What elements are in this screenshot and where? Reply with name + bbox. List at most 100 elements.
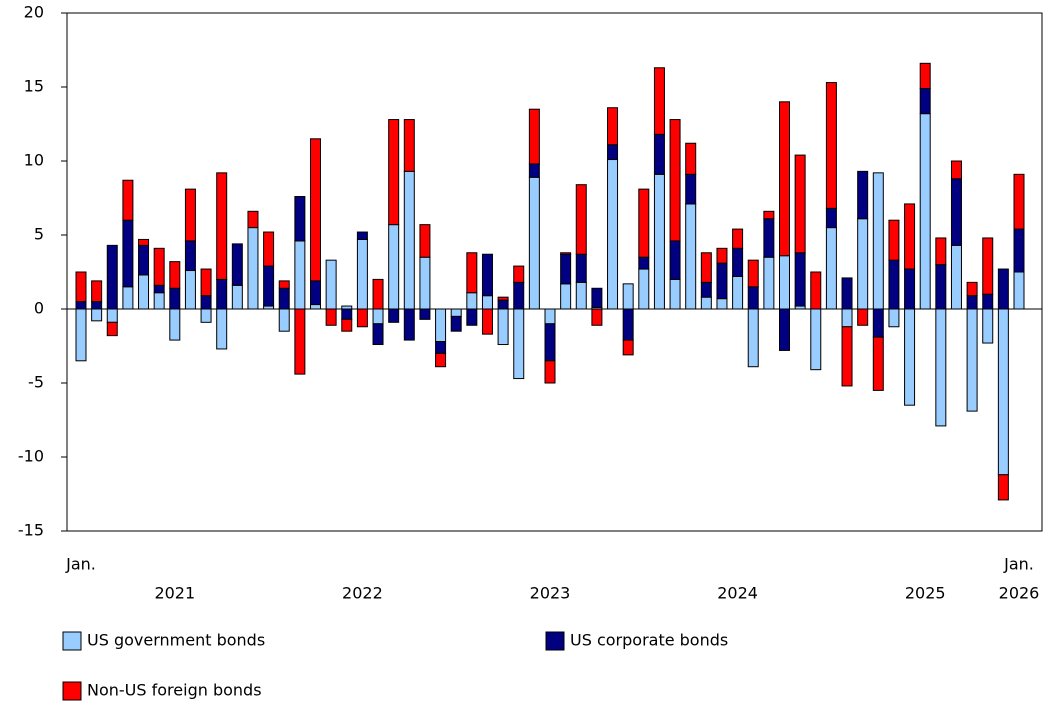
- bar-segment: [513, 265, 525, 283]
- bar-segment: [888, 259, 900, 310]
- bar-segment: [904, 203, 916, 270]
- bar-segment: [528, 176, 540, 310]
- bar-segment: [184, 240, 196, 272]
- bar-segment: [75, 271, 87, 303]
- bar-segment: [325, 308, 337, 326]
- bar-segment: [857, 308, 869, 326]
- bar-segment: [607, 107, 619, 146]
- bar-segment: [997, 308, 1009, 476]
- bar-segment: [919, 113, 931, 310]
- bar-segment: [435, 308, 447, 343]
- bar-segment: [497, 308, 509, 346]
- bar-segment: [75, 308, 87, 362]
- bar-segment: [935, 264, 947, 310]
- y-tick-label: 0: [34, 299, 44, 318]
- x-tick-label: Jan.: [1003, 555, 1034, 574]
- bar-segment: [419, 224, 431, 258]
- bar-segment: [966, 295, 978, 310]
- bar-segment: [544, 323, 556, 362]
- bar-segment: [122, 179, 134, 221]
- y-tick-label: -5: [28, 373, 44, 392]
- bar-segment: [106, 321, 118, 337]
- bar-segment: [966, 281, 978, 297]
- bar-segment: [997, 474, 1009, 501]
- x-year-label: 2024: [717, 584, 758, 603]
- bar-segment: [91, 301, 103, 310]
- bar-segment: [310, 280, 321, 306]
- bar-segment: [669, 278, 681, 310]
- bar-segment: [481, 295, 493, 310]
- bar-segment: [825, 207, 837, 229]
- bar-segment: [388, 224, 400, 310]
- y-tick-label: 5: [34, 225, 44, 244]
- bar-segment: [825, 227, 837, 310]
- bar-segment: [638, 268, 650, 310]
- bar-segment: [184, 188, 196, 242]
- y-tick-label: 10: [24, 151, 44, 170]
- bar-segment: [622, 339, 634, 356]
- bar-segment: [732, 247, 744, 277]
- bar-segment: [700, 252, 712, 283]
- bar-segment: [1013, 228, 1025, 273]
- bar-segment: [779, 308, 790, 351]
- bar-segment: [138, 244, 150, 276]
- bar-segment: [810, 271, 822, 310]
- bar-segment: [106, 308, 118, 323]
- bar-segment: [685, 203, 697, 310]
- y-tick-label: 15: [24, 77, 44, 96]
- bar-segment: [169, 308, 181, 341]
- bar-segment: [997, 268, 1009, 310]
- bar-segment: [435, 352, 447, 368]
- bar-segment: [794, 154, 806, 254]
- bar-segment: [294, 196, 306, 242]
- bar-segment: [138, 274, 150, 310]
- bar-segment: [372, 308, 384, 325]
- bar-segment: [122, 286, 134, 310]
- bar-segment: [294, 308, 306, 375]
- bar-segment: [825, 82, 837, 209]
- bar-segment: [184, 270, 196, 310]
- bar-segment: [950, 160, 962, 180]
- bar-segment: [716, 262, 728, 300]
- bar-segment: [513, 281, 525, 310]
- bar-segment: [747, 259, 759, 288]
- bar-segment: [122, 219, 134, 288]
- bar-segment: [497, 299, 509, 310]
- bar-segment: [575, 281, 587, 310]
- bar-segment: [857, 218, 869, 310]
- bar-segment: [466, 292, 478, 310]
- bar-segment: [138, 238, 150, 246]
- bar-segment: [1013, 173, 1025, 230]
- bar-segment: [950, 178, 962, 246]
- bar-segment: [653, 133, 665, 175]
- y-tick-label: -15: [18, 521, 44, 540]
- x-year-label: 2026: [999, 584, 1040, 603]
- bar-segment: [231, 243, 243, 286]
- bar-segment: [700, 296, 712, 310]
- bar-segment: [982, 308, 994, 344]
- bar-segment: [779, 255, 790, 310]
- legend-swatch: [62, 681, 82, 701]
- bar-segment: [591, 287, 603, 309]
- bar-segment: [591, 308, 603, 326]
- bar-segment: [372, 323, 384, 346]
- bar-segment: [153, 292, 165, 310]
- bar-segment: [403, 170, 415, 310]
- bar-segment: [200, 268, 212, 297]
- bar-segment: [278, 308, 290, 332]
- bar-segment: [888, 219, 900, 261]
- bar-segment: [310, 304, 321, 310]
- bar-segment: [481, 308, 493, 335]
- bar-segment: [263, 231, 275, 267]
- bar-segment: [607, 159, 619, 310]
- bar-segment: [841, 326, 853, 387]
- bar-segment: [872, 336, 884, 391]
- bar-segment: [544, 360, 556, 384]
- bar-segment: [450, 315, 462, 332]
- bar-segment: [231, 284, 243, 310]
- bar-segment: [888, 308, 900, 328]
- bar-segment: [700, 281, 712, 298]
- plot-frame: [66, 12, 1043, 532]
- bar-segment: [513, 308, 525, 380]
- bar-segment: [966, 308, 978, 412]
